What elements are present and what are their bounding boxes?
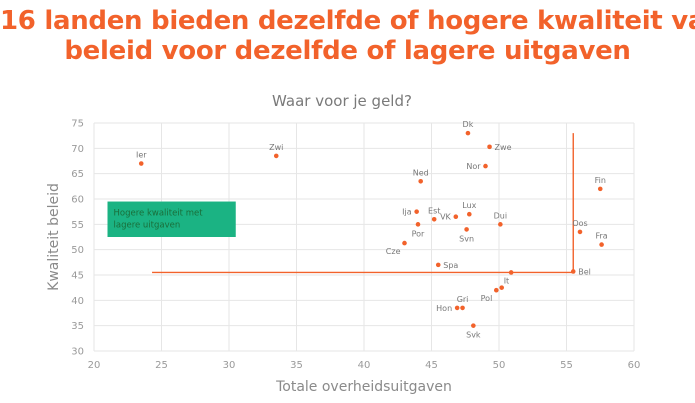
data-point [467, 211, 472, 217]
x-tick-label: 35 [290, 360, 303, 371]
point-label: Est [428, 206, 440, 215]
y-tick-label: 70 [71, 144, 84, 155]
y-axis-title: Kwaliteit beleid [46, 183, 62, 291]
point-label: Zwe [495, 143, 512, 152]
data-point [273, 153, 279, 159]
annotation-text-line-1: Hogere kwaliteit met [114, 209, 204, 219]
y-tick-label: 55 [71, 220, 84, 231]
data-point [570, 269, 576, 274]
annotation-box [107, 201, 236, 237]
annotation-text-line-2: lagere uitgaven [114, 221, 181, 231]
chart-title: Waar voor je geld? [272, 92, 412, 110]
scatter-chart: Waar voor je geld? 20 25 30 35 40 45 50 55 60 30 3… [46, 92, 640, 395]
headline: 16 landen bieden dezelfde of hogere kwal… [0, 6, 695, 66]
data-point [508, 270, 514, 275]
x-tick-label: 40 [358, 360, 371, 371]
data-point [414, 209, 419, 214]
y-tick-label: 40 [71, 296, 84, 307]
data-point [454, 305, 460, 311]
point-label: VK [440, 213, 451, 222]
point-label: Svk [466, 331, 481, 340]
point-label: Fin [595, 176, 606, 185]
data-point [599, 242, 604, 247]
point-label: Lux [462, 201, 476, 210]
point-label: Gri [457, 295, 469, 304]
x-tick-label: 30 [223, 360, 236, 371]
x-tick-label: 60 [628, 360, 641, 371]
data-point [138, 161, 144, 166]
y-tick-label: 50 [71, 245, 84, 256]
point-label: Nor [466, 162, 481, 171]
x-tick-label: 20 [88, 360, 101, 371]
point-label: Cze [386, 247, 401, 256]
data-point [465, 130, 471, 136]
point-label: Ned [413, 168, 429, 177]
data-point [471, 323, 476, 328]
x-tick-label: 55 [560, 360, 573, 371]
data-point [453, 214, 459, 220]
point-label: Hon [436, 304, 452, 313]
headline-line-2: beleid voor dezelfde of lagere uitgaven [64, 36, 631, 66]
data-point [460, 305, 465, 311]
y-tick-label: 45 [71, 271, 84, 282]
data-point [402, 240, 407, 246]
x-axis-title: Totale overheidsuitgaven [275, 379, 452, 395]
point-label: Oos [572, 219, 587, 228]
x-tick-label: 45 [425, 360, 438, 371]
y-tick-label: 30 [71, 347, 84, 358]
point-label: Zwi [269, 143, 283, 152]
point-label: Bel [578, 267, 591, 276]
grid-lines [93, 122, 635, 352]
reference-lines [152, 133, 574, 274]
point-label: Ija [402, 208, 412, 217]
data-point [415, 222, 421, 227]
point-label: Spa [443, 261, 458, 270]
y-tick-label: 60 [71, 195, 84, 206]
data-point [487, 144, 492, 150]
data-point [499, 285, 505, 290]
y-tick-label: 75 [71, 119, 84, 130]
x-tick-label: 50 [493, 360, 506, 371]
data-point [418, 178, 424, 184]
data-point [431, 216, 437, 222]
point-label: Ier [136, 151, 147, 160]
y-tick-label: 35 [71, 321, 84, 332]
data-point [494, 287, 499, 293]
point-label: Fra [595, 232, 607, 241]
point-label: Por [412, 229, 425, 238]
point-label: It [504, 277, 510, 286]
point-label: Dk [463, 120, 474, 129]
headline-line-1: 16 landen bieden dezelfde of hogere kwal… [0, 6, 695, 36]
data-point [435, 262, 441, 268]
point-label: Svn [459, 234, 474, 243]
x-tick-label: 25 [155, 360, 168, 371]
point-label: Pol [481, 294, 493, 303]
data-point [498, 222, 503, 227]
data-point [577, 229, 583, 235]
annotation: Hogere kwaliteit met lagere uitgaven [107, 201, 236, 237]
data-point [464, 227, 469, 232]
data-point [483, 163, 488, 169]
y-tick-label: 65 [71, 169, 84, 180]
axis-ticks: 20 25 30 35 40 45 50 55 60 30 35 40 45 50 55 60 65 70 75 [71, 119, 640, 372]
point-label: Dui [494, 211, 507, 220]
data-point [597, 186, 603, 192]
